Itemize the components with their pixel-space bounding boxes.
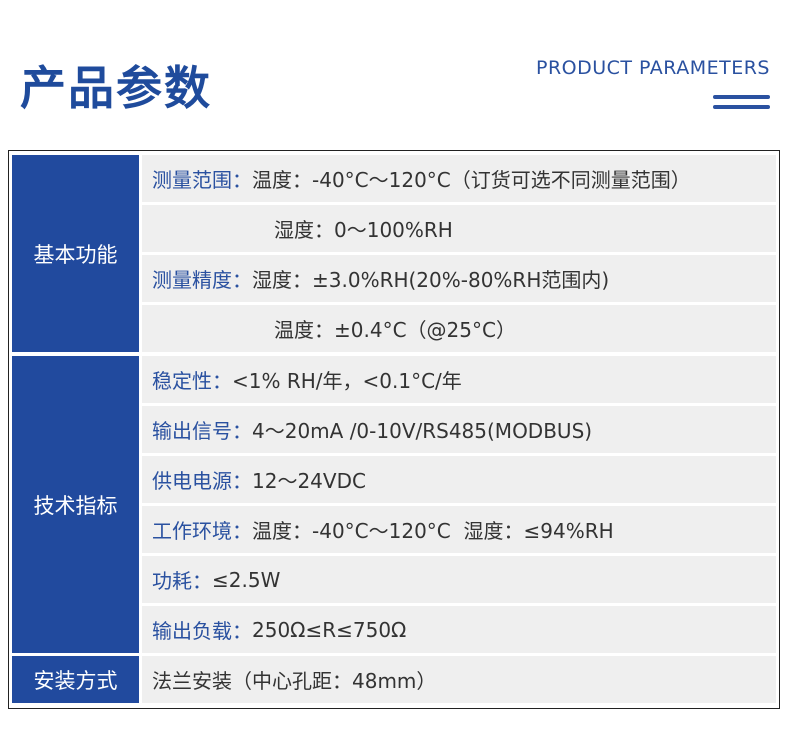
- group-installation: 安装方式 法兰安装（中心孔距：48mm）: [12, 656, 776, 703]
- row-value: ≤2.5W: [212, 567, 281, 592]
- row-label: 稳定性：: [152, 369, 232, 393]
- table-row: 测量精度： 湿度：±3.0%RH(20%-80%RH范围内): [142, 255, 776, 302]
- table-row: 湿度：0～100%RH: [142, 205, 776, 252]
- row-label: 输出负载：: [152, 619, 252, 643]
- table-row: 供电电源： 12～24VDC: [142, 456, 776, 503]
- row-value: 温度：-40°C～120°C（订货可选不同测量范围）: [252, 168, 691, 192]
- row-label: 工作环境：: [152, 519, 252, 543]
- row-label: 测量精度：: [152, 268, 252, 292]
- parameters-table: 基本功能 测量范围： 温度：-40°C～120°C（订货可选不同测量范围） 湿度：…: [8, 150, 780, 709]
- category-label: 技术指标: [12, 356, 139, 653]
- table-row: 法兰安装（中心孔距：48mm）: [142, 656, 776, 703]
- table-row: 温度：±0.4°C（@25°C）: [142, 305, 776, 352]
- row-label: 供电电源：: [152, 469, 252, 493]
- group-technical-specs: 技术指标 稳定性： <1% RH/年，<0.1°C/年 输出信号： 4～20mA /…: [12, 356, 776, 653]
- table-row: 测量范围： 温度：-40°C～120°C（订货可选不同测量范围）: [142, 155, 776, 202]
- category-label: 基本功能: [12, 155, 139, 352]
- row-label: 测量范围：: [152, 168, 252, 192]
- table-row: 功耗： ≤2.5W: [142, 556, 776, 603]
- row-label: 输出信号：: [152, 419, 252, 443]
- row-value: 4～20mA /0-10V/RS485(MODBUS): [252, 419, 593, 443]
- table-row: 输出信号： 4～20mA /0-10V/RS485(MODBUS): [142, 406, 776, 453]
- row-value: 湿度：±3.0%RH(20%-80%RH范围内): [252, 268, 610, 292]
- row-value: 湿度：0～100%RH: [274, 218, 453, 242]
- row-value: <1% RH/年，<0.1°C/年: [232, 369, 462, 393]
- decorative-bar: [713, 95, 770, 99]
- table-row: 工作环境： 温度：-40°C～120°C 湿度：≤94%RH: [142, 506, 776, 553]
- row-label: 功耗：: [152, 569, 212, 593]
- row-value: 法兰安装（中心孔距：48mm）: [152, 669, 437, 693]
- page-title: 产品参数: [20, 61, 212, 115]
- row-value: 温度：±0.4°C（@25°C）: [274, 318, 516, 342]
- group-basic-functions: 基本功能 测量范围： 温度：-40°C～120°C（订货可选不同测量范围） 湿度：…: [12, 155, 776, 352]
- row-value: 250Ω≤R≤750Ω: [252, 617, 407, 642]
- row-value: 温度：-40°C～120°C 湿度：≤94%RH: [252, 519, 614, 543]
- page-subtitle: PRODUCT PARAMETERS: [535, 57, 770, 79]
- category-label: 安装方式: [12, 656, 139, 703]
- row-value: 12～24VDC: [252, 469, 366, 493]
- table-row: 输出负载： 250Ω≤R≤750Ω: [142, 606, 776, 653]
- table-row: 稳定性： <1% RH/年，<0.1°C/年: [142, 356, 776, 403]
- decorative-bar: [713, 105, 770, 109]
